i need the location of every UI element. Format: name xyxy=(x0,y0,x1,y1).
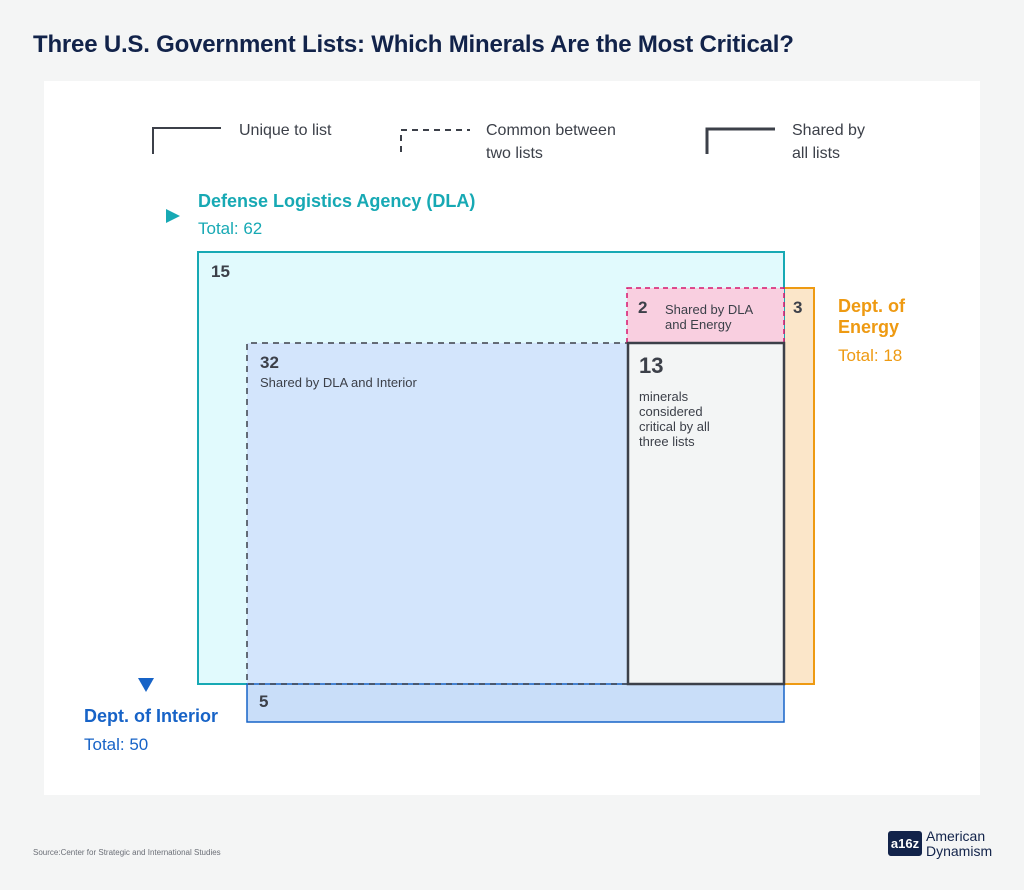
brand-logo-line2: Dynamism xyxy=(926,843,993,859)
all-three-count: 13 xyxy=(639,353,664,378)
all-three-label: minerals considered critical by all thre… xyxy=(639,389,710,449)
all-three-label-line3: critical by all xyxy=(639,419,710,434)
interior-only-count: 5 xyxy=(259,692,269,711)
interior-name: Dept. of Interior xyxy=(84,706,218,726)
dla-pointer-icon xyxy=(166,209,180,223)
dla-only-count: 15 xyxy=(211,262,230,281)
dla-interior-count: 32 xyxy=(260,353,279,372)
all-three-label-line4: three lists xyxy=(639,434,695,449)
dla-name: Defense Logistics Agency (DLA) xyxy=(198,191,476,211)
all-three-region xyxy=(626,341,786,686)
legend-unique-icon xyxy=(152,127,221,154)
all-three-label-line1: minerals xyxy=(639,389,689,404)
legend-shared-label: Shared by all lists xyxy=(792,119,865,165)
energy-total: Total: 18 xyxy=(838,346,903,365)
dla-energy-label: Shared by DLA and Energy xyxy=(665,302,753,332)
legend-common-line1: Common between xyxy=(486,122,616,139)
energy-box xyxy=(783,287,815,685)
interior-pointer-icon xyxy=(138,678,154,692)
dla-energy-label-line1: Shared by DLA xyxy=(665,302,754,317)
energy-name-line2: Energy xyxy=(838,317,900,337)
dla-energy-region xyxy=(626,287,785,344)
interior-total: Total: 50 xyxy=(84,735,149,754)
legend-shared-icon xyxy=(705,127,775,154)
energy-only-count: 3 xyxy=(793,298,803,317)
brand-logo-line1: American xyxy=(926,828,986,844)
legend-shared-line1: Shared by xyxy=(792,122,865,139)
legend-unique-label: Unique to list xyxy=(239,122,332,139)
dla-total: Total: 62 xyxy=(198,219,263,238)
energy-name: Dept. of Energy xyxy=(838,296,905,338)
legend-shared-line2: all lists xyxy=(792,145,841,162)
brand-logo-mark: a16z xyxy=(888,831,922,856)
all-three-label-line2: considered xyxy=(639,404,703,419)
legend-common-label: Common between two lists xyxy=(486,119,616,165)
source-note: Source:Center for Strategic and Internat… xyxy=(33,848,221,857)
legend-common-icon xyxy=(400,129,470,152)
brand-logo-text: American Dynamism xyxy=(926,829,992,859)
dla-interior-dashed-border xyxy=(246,342,628,685)
dla-energy-count: 2 xyxy=(638,298,648,317)
page-title: Three U.S. Government Lists: Which Miner… xyxy=(33,31,794,58)
dla-energy-label-line2: and Energy xyxy=(665,317,732,332)
interior-only-region xyxy=(246,683,785,723)
energy-name-line1: Dept. of xyxy=(838,296,905,316)
dla-interior-label: Shared by DLA and Interior xyxy=(260,375,417,390)
legend-common-line2: two lists xyxy=(486,145,543,162)
